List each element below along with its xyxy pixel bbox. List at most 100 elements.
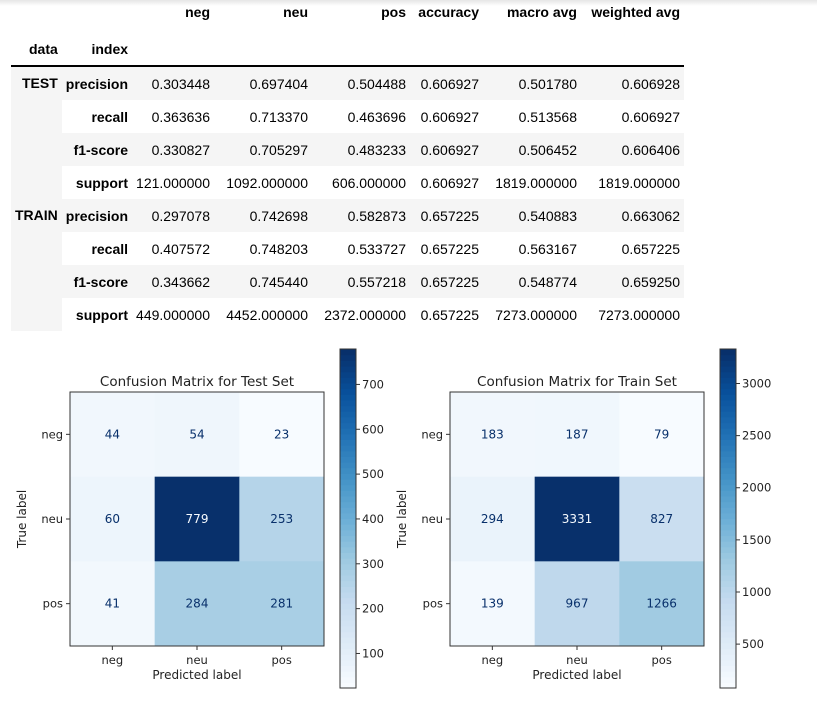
table-cell: 0.657225 xyxy=(410,265,483,298)
cell-value: 253 xyxy=(270,512,293,526)
group-label: TRAIN xyxy=(11,199,62,331)
table-cell: 0.548774 xyxy=(483,265,581,298)
row-index: precision xyxy=(61,199,133,232)
colorbar-segment xyxy=(340,671,356,678)
colorbar-segment xyxy=(340,428,356,435)
table-cell: 0.557218 xyxy=(312,265,410,298)
colorbar-segment xyxy=(340,495,356,503)
colorbar-segment xyxy=(340,659,356,666)
colorbar-segment xyxy=(340,637,356,644)
colorbar-segment xyxy=(720,654,736,661)
table-cell: 0.533727 xyxy=(347,240,406,257)
colorbar-segment xyxy=(720,405,736,412)
colorbar-tick-label: 400 xyxy=(362,512,384,526)
x-tick-label: pos xyxy=(272,653,292,667)
colorbar-segment xyxy=(340,608,356,616)
table-cell: 0.748203 xyxy=(249,240,308,257)
colorbar-segment xyxy=(340,354,356,361)
colorbar-segment xyxy=(720,462,736,469)
colorbar-segment xyxy=(720,569,736,576)
colorbar-segment xyxy=(720,586,736,593)
colorbar-segment xyxy=(720,552,736,559)
column-header: macro avg xyxy=(506,4,577,20)
colorbar-segment xyxy=(720,416,736,424)
colorbar-segment xyxy=(340,405,356,412)
table-cell: 0.297078 xyxy=(132,199,214,232)
x-tick-label: neg xyxy=(481,653,503,667)
matrix-cell xyxy=(619,561,705,647)
colorbar-segment xyxy=(340,456,356,463)
colorbar-segment xyxy=(340,535,356,542)
row-index: recall xyxy=(91,108,129,125)
colorbar-segment xyxy=(340,676,356,683)
colorbar-segment xyxy=(340,507,356,514)
colorbar-segment xyxy=(340,614,356,621)
colorbar-segment xyxy=(340,558,356,565)
colorbar-segment xyxy=(340,603,356,610)
table-cell: 0.506452 xyxy=(483,133,581,166)
cell-value: 294 xyxy=(481,512,504,526)
colorbar-segment xyxy=(720,422,736,429)
cell-value: 1266 xyxy=(646,597,677,611)
colorbar-segment xyxy=(340,563,356,570)
table-cell: 0.363636 xyxy=(151,108,210,125)
colorbar-segment xyxy=(720,360,736,367)
y-axis-label: True label xyxy=(15,490,29,549)
colorbar-segment xyxy=(720,524,736,531)
chart-title: Confusion Matrix for Test Set xyxy=(100,374,294,390)
colorbar-segment xyxy=(340,484,356,491)
cell-value: 183 xyxy=(481,427,504,441)
colorbar-segment xyxy=(720,428,736,435)
table-row: TEST precision 0.303448 0.697404 0.504488 0.6… xyxy=(11,66,684,199)
table-cell: 0.407572 xyxy=(151,240,210,257)
column-header: weighted avg xyxy=(591,4,680,20)
colorbar-segment xyxy=(340,399,356,407)
colorbar-segment xyxy=(720,495,736,503)
column-header: pos xyxy=(381,4,406,20)
colorbar-segment xyxy=(340,597,356,604)
index-name-row: data index xyxy=(11,32,684,67)
row-index: support xyxy=(75,306,129,323)
x-tick-label: neg xyxy=(101,653,123,667)
matrix-cell xyxy=(450,561,536,647)
matrix-cell xyxy=(70,476,156,562)
table-cell: 0.540883 xyxy=(483,199,581,232)
colorbar-segment xyxy=(720,625,736,633)
table-cell: 0.606406 xyxy=(581,133,684,166)
table-cell: 0.303448 xyxy=(132,66,214,100)
table-cell: 0.501780 xyxy=(483,66,581,100)
colorbar-segment xyxy=(720,490,736,497)
colorbar-tick-label: 100 xyxy=(362,646,384,660)
matrix-cell xyxy=(154,392,240,478)
cell-value: 281 xyxy=(270,597,293,611)
matrix-cell xyxy=(70,392,156,478)
colorbar-segment xyxy=(340,478,356,486)
colorbar-segment xyxy=(720,450,736,457)
colorbar-segment xyxy=(720,648,736,655)
colorbar-segment xyxy=(720,676,736,683)
table-cell: 0.606927 xyxy=(410,66,483,100)
colorbar-segment xyxy=(340,473,356,480)
y-tick-label: pos xyxy=(43,597,63,611)
colorbar-segment xyxy=(720,558,736,565)
index-name-index: index xyxy=(61,32,133,67)
y-tick-label: neu xyxy=(421,512,443,526)
colorbar-segment xyxy=(720,546,736,553)
matrix-cell xyxy=(450,476,536,562)
table-cell: 0.563167 xyxy=(518,240,577,257)
table-cell: 0.663062 xyxy=(581,199,684,232)
colorbar-segment xyxy=(720,354,736,361)
colorbar-tick-label: 1500 xyxy=(742,533,771,547)
matrix-cell xyxy=(534,561,620,647)
colorbar-segment xyxy=(720,467,736,474)
colorbar-segment xyxy=(720,603,736,610)
matrix-cell xyxy=(619,476,705,562)
table-cell: 0.742698 xyxy=(214,199,312,232)
colorbar-segment xyxy=(340,382,356,390)
matrix-cell xyxy=(450,392,536,478)
colorbar-segment xyxy=(340,512,356,520)
row-index: f1-score xyxy=(61,265,133,298)
colorbar-tick-label: 300 xyxy=(362,557,384,571)
colorbar-segment xyxy=(340,546,356,553)
row-index: recall xyxy=(91,240,129,257)
